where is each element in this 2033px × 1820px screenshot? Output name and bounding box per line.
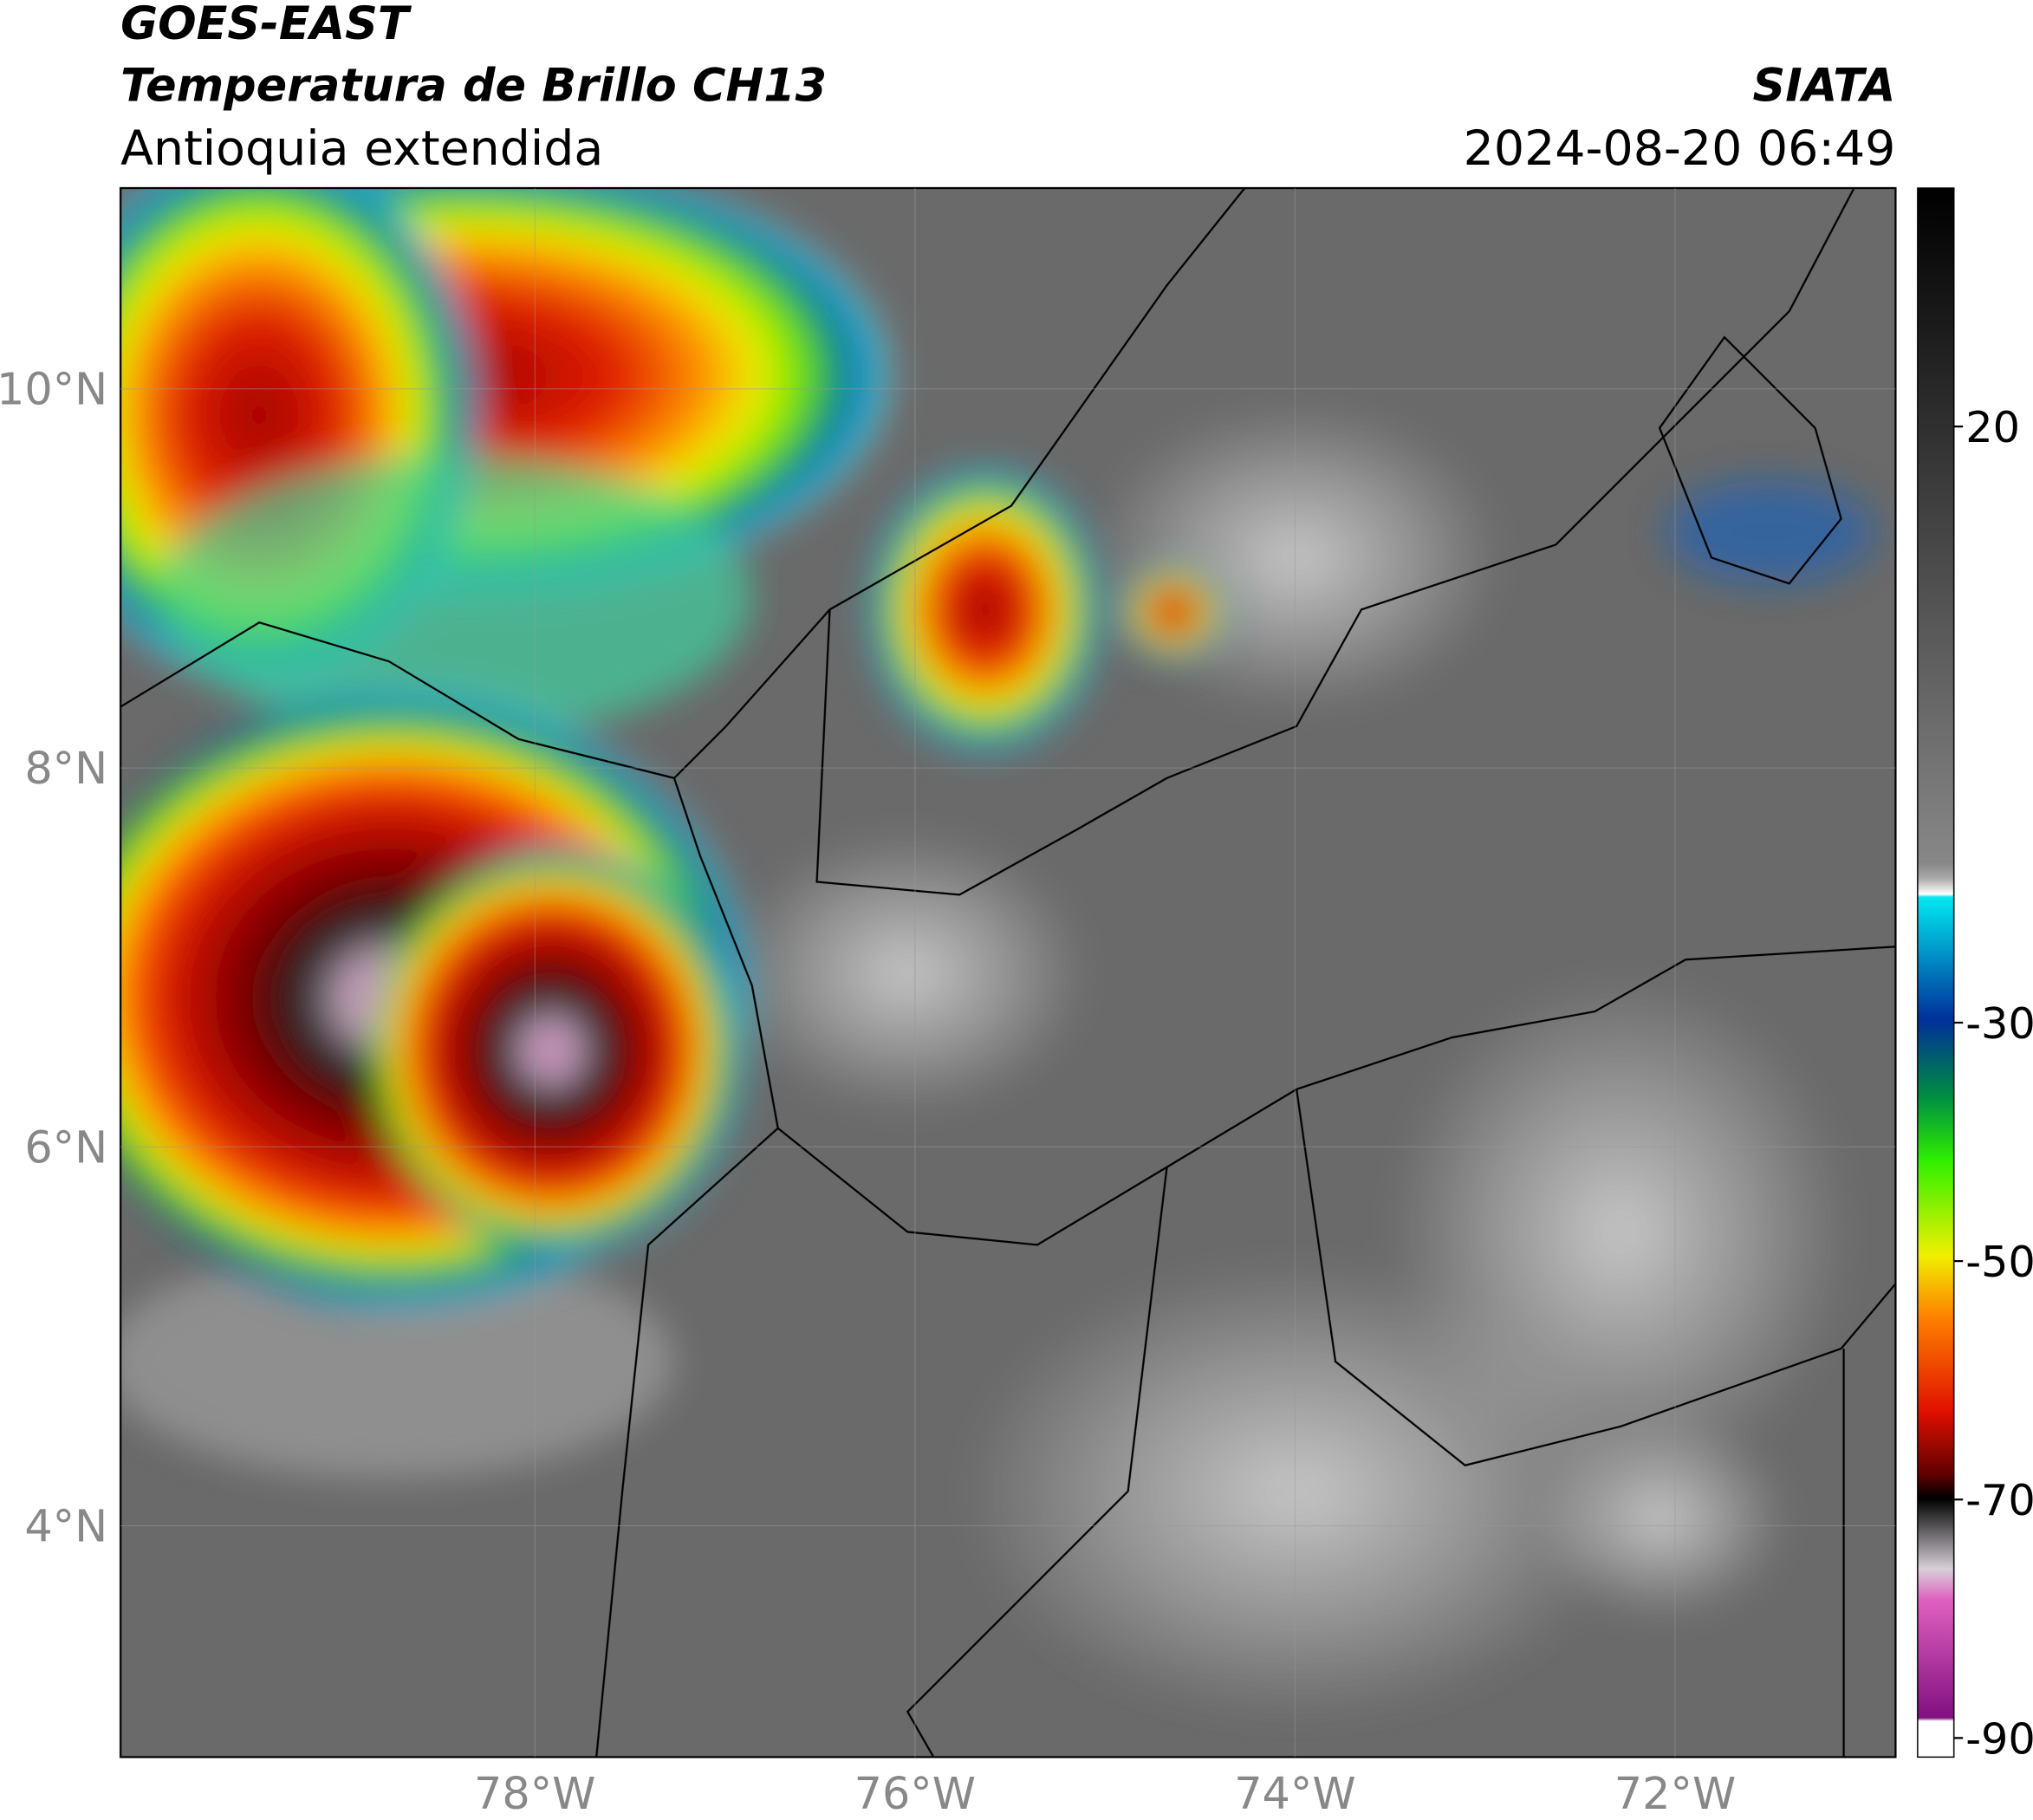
colorbar bbox=[1917, 187, 1955, 1758]
colorbar-label: -70 bbox=[1965, 1475, 2033, 1525]
map-frame bbox=[120, 186, 1897, 1758]
title: GOES-EAST bbox=[120, 0, 412, 50]
lat-label: 10°N bbox=[0, 364, 107, 415]
region: Antioquia extendida bbox=[120, 121, 603, 177]
map-image bbox=[120, 188, 1896, 1758]
lat-label: 4°N bbox=[24, 1501, 107, 1552]
lat-label: 6°N bbox=[24, 1121, 107, 1173]
colorbar-label: -50 bbox=[1965, 1237, 2033, 1287]
lat-label: 8°N bbox=[24, 743, 107, 794]
colorbar-label: 20 bbox=[1965, 402, 2020, 452]
lon-label: 74°W bbox=[1234, 1768, 1355, 1819]
colorbar-label: -90 bbox=[1965, 1713, 2033, 1764]
lon-label: 72°W bbox=[1614, 1768, 1736, 1819]
datetime: 2024-08-20 06:49 bbox=[1464, 121, 1896, 177]
lon-label: 76°W bbox=[854, 1768, 976, 1819]
lon-label: 78°W bbox=[474, 1768, 595, 1819]
subtitle: Temperatura de Brillo CH13 bbox=[120, 60, 827, 113]
source: SIATA bbox=[1753, 60, 1896, 113]
colorbar-label: -30 bbox=[1965, 998, 2033, 1049]
